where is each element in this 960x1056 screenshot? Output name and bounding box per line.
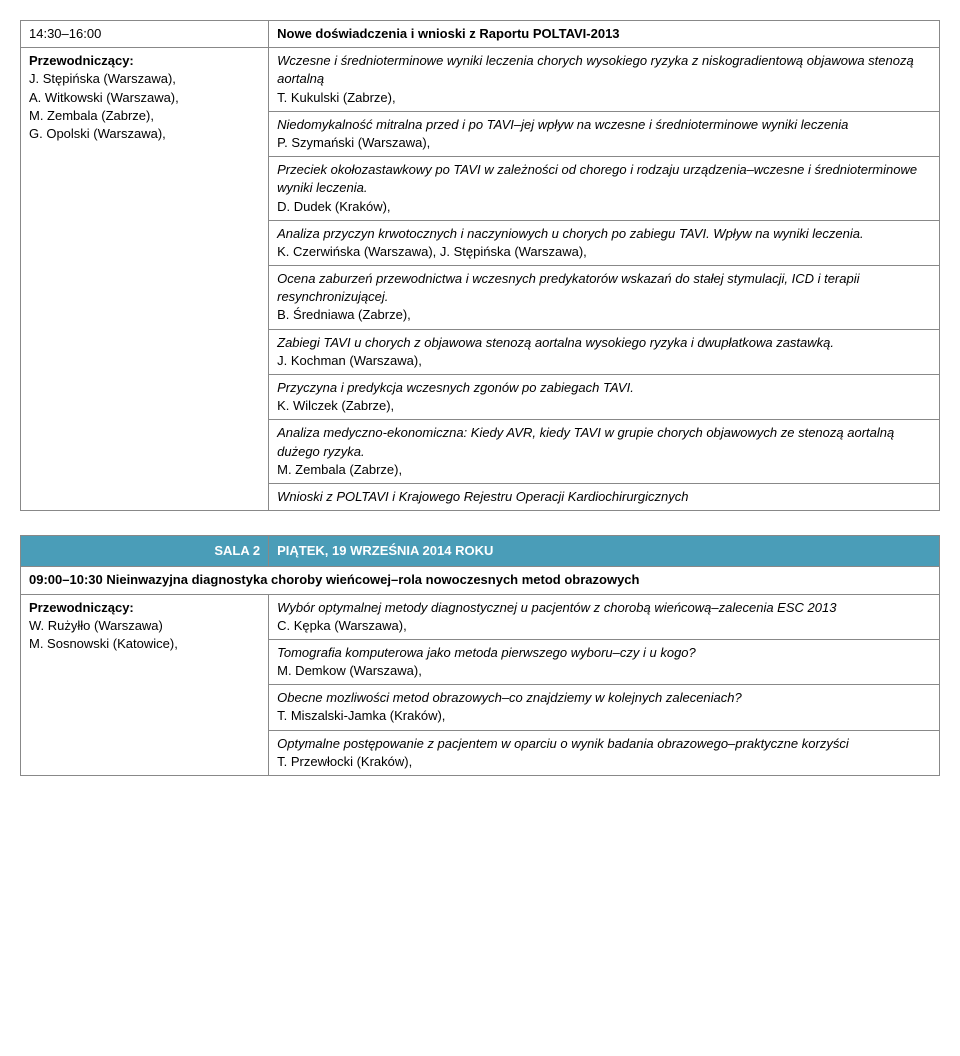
talk-title: Ocena zaburzeń przewodnictwa i wczesnych… xyxy=(277,271,859,304)
time-cell: 14:30–16:00 xyxy=(21,21,269,48)
talk-title: Optymalne postępowanie z pacjentem w opa… xyxy=(277,736,849,751)
talk-title: Analiza medyczno-ekonomiczna: Kiedy AVR,… xyxy=(277,425,894,458)
talk-cell: Wczesne i średnioterminowe wyniki leczen… xyxy=(269,48,940,112)
chair: J. Stępińska (Warszawa), xyxy=(29,71,176,86)
chairs-cell: Przewodniczący: W. Rużyłło (Warszawa) M.… xyxy=(21,594,269,776)
talk-cell: Wybór optymalnej metody diagnostycznej u… xyxy=(269,594,940,639)
title-cell: Nowe doświadczenia i wnioski z Raportu P… xyxy=(269,21,940,48)
talk-cell: Zabiegi TAVI u chorych z objawowa stenoz… xyxy=(269,329,940,374)
session-table-1: 14:30–16:00 Nowe doświadczenia i wnioski… xyxy=(20,20,940,511)
talk-row-0: Przewodniczący: W. Rużyłło (Warszawa) M.… xyxy=(21,594,940,639)
talk-title: Przyczyna i predykcja wczesnych zgonów p… xyxy=(277,380,634,395)
talk-title: Tomografia komputerowa jako metoda pierw… xyxy=(277,645,696,660)
chair: W. Rużyłło (Warszawa) xyxy=(29,618,163,633)
speaker: T. Miszalski-Jamka (Kraków), xyxy=(277,708,445,723)
talk-cell: Wnioski z POLTAVI i Krajowego Rejestru O… xyxy=(269,483,940,510)
speaker: K. Wilczek (Zabrze), xyxy=(277,398,394,413)
session-title-row: 14:30–16:00 Nowe doświadczenia i wnioski… xyxy=(21,21,940,48)
speaker: M. Demkow (Warszawa), xyxy=(277,663,422,678)
talk-title: Wybór optymalnej metody diagnostycznej u… xyxy=(277,600,836,615)
talk-cell: Optymalne postępowanie z pacjentem w opa… xyxy=(269,730,940,775)
chair: M. Sosnowski (Katowice), xyxy=(29,636,178,651)
talk-title: Niedomykalność mitralna przed i po TAVI–… xyxy=(277,117,848,132)
speaker: J. Kochman (Warszawa), xyxy=(277,353,422,368)
session-table-2: SALA 2 PIĄTEK, 19 WRZEŚNIA 2014 ROKU 09:… xyxy=(20,535,940,776)
talk-title: Przeciek okołozastawkowy po TAVI w zależ… xyxy=(277,162,917,195)
talk-cell: Analiza przyczyn krwotocznych i naczynio… xyxy=(269,220,940,265)
speaker: D. Dudek (Kraków), xyxy=(277,199,390,214)
speaker: T. Kukulski (Zabrze), xyxy=(277,90,395,105)
talk-cell: Przyczyna i predykcja wczesnych zgonów p… xyxy=(269,375,940,420)
header-right: PIĄTEK, 19 WRZEŚNIA 2014 ROKU xyxy=(269,536,940,567)
talk-title: Zabiegi TAVI u chorych z objawowa stenoz… xyxy=(277,335,834,350)
speaker: K. Czerwińska (Warszawa), J. Stępińska (… xyxy=(277,244,587,259)
chair-label: Przewodniczący: xyxy=(29,53,134,68)
session-title: 09:00–10:30 Nieinwazyjna diagnostyka cho… xyxy=(21,567,940,594)
talk-cell: Tomografia komputerowa jako metoda pierw… xyxy=(269,639,940,684)
talk-cell: Obecne mozliwości metod obrazowych–co zn… xyxy=(269,685,940,730)
header-bar: SALA 2 PIĄTEK, 19 WRZEŚNIA 2014 ROKU xyxy=(21,536,940,567)
header-left: SALA 2 xyxy=(21,536,269,567)
chairs-cell: Przewodniczący: J. Stępińska (Warszawa),… xyxy=(21,48,269,511)
talk-cell: Niedomykalność mitralna przed i po TAVI–… xyxy=(269,111,940,156)
talk-title: Wczesne i średnioterminowe wyniki leczen… xyxy=(277,53,914,86)
talk-row-0: Przewodniczący: J. Stępińska (Warszawa),… xyxy=(21,48,940,112)
chair: G. Opolski (Warszawa), xyxy=(29,126,166,141)
speaker: B. Średniawa (Zabrze), xyxy=(277,307,411,322)
speaker: P. Szymański (Warszawa), xyxy=(277,135,430,150)
speaker: C. Kępka (Warszawa), xyxy=(277,618,407,633)
talk-title: Obecne mozliwości metod obrazowych–co zn… xyxy=(277,690,742,705)
talk-title: Analiza przyczyn krwotocznych i naczynio… xyxy=(277,226,863,241)
talk-title: Wnioski z POLTAVI i Krajowego Rejestru O… xyxy=(277,489,688,504)
session-title-row: 09:00–10:30 Nieinwazyjna diagnostyka cho… xyxy=(21,567,940,594)
chair: A. Witkowski (Warszawa), xyxy=(29,90,179,105)
talk-cell: Przeciek okołozastawkowy po TAVI w zależ… xyxy=(269,157,940,221)
talk-cell: Analiza medyczno-ekonomiczna: Kiedy AVR,… xyxy=(269,420,940,484)
talk-cell: Ocena zaburzeń przewodnictwa i wczesnych… xyxy=(269,266,940,330)
speaker: T. Przewłocki (Kraków), xyxy=(277,754,412,769)
speaker: M. Zembala (Zabrze), xyxy=(277,462,402,477)
chair: M. Zembala (Zabrze), xyxy=(29,108,154,123)
chair-label: Przewodniczący: xyxy=(29,600,134,615)
